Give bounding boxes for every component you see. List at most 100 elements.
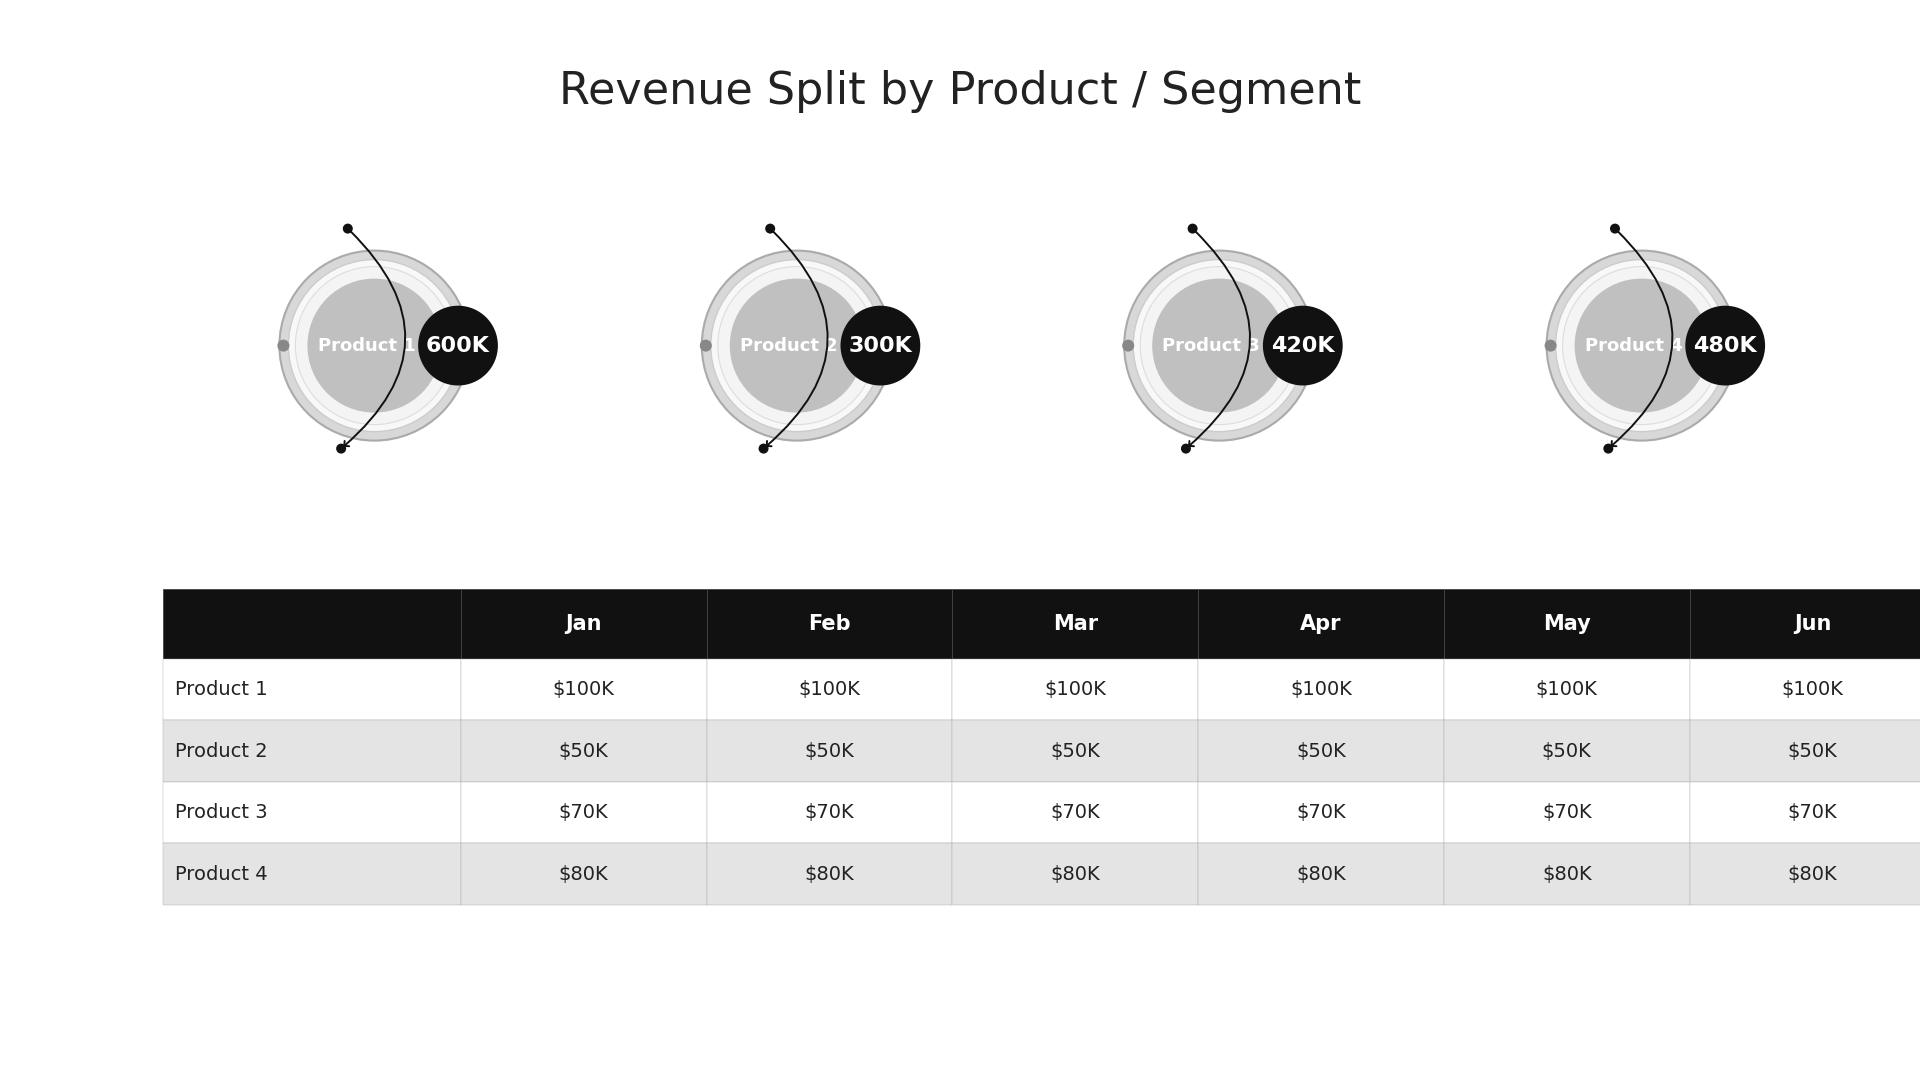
Text: $100K: $100K bbox=[1290, 680, 1352, 699]
Circle shape bbox=[296, 267, 453, 424]
Text: $80K: $80K bbox=[1542, 865, 1592, 883]
Bar bbox=[1444, 782, 1690, 843]
Circle shape bbox=[1263, 306, 1342, 386]
Text: May: May bbox=[1544, 613, 1590, 634]
Text: $100K: $100K bbox=[553, 680, 614, 699]
Bar bbox=[1198, 659, 1444, 720]
Text: Product 4: Product 4 bbox=[1584, 337, 1682, 354]
Bar bbox=[461, 589, 707, 659]
Text: $80K: $80K bbox=[1050, 865, 1100, 883]
Circle shape bbox=[1603, 444, 1613, 454]
Circle shape bbox=[344, 224, 353, 233]
Text: $50K: $50K bbox=[1050, 742, 1100, 760]
Text: $50K: $50K bbox=[804, 742, 854, 760]
Text: $50K: $50K bbox=[559, 742, 609, 760]
Bar bbox=[1198, 782, 1444, 843]
Bar bbox=[707, 843, 952, 905]
Circle shape bbox=[710, 259, 883, 432]
Text: 600K: 600K bbox=[426, 336, 490, 355]
Text: Apr: Apr bbox=[1300, 613, 1342, 634]
Circle shape bbox=[419, 306, 497, 386]
Text: Revenue Split by Product / Segment: Revenue Split by Product / Segment bbox=[559, 70, 1361, 113]
Bar bbox=[163, 843, 461, 905]
Circle shape bbox=[276, 339, 290, 352]
Text: $100K: $100K bbox=[1044, 680, 1106, 699]
Bar bbox=[1198, 720, 1444, 782]
Text: 420K: 420K bbox=[1271, 336, 1334, 355]
Text: Product 3: Product 3 bbox=[1162, 337, 1260, 354]
Text: $70K: $70K bbox=[559, 804, 609, 822]
Bar bbox=[707, 782, 952, 843]
Circle shape bbox=[730, 279, 864, 413]
Text: $50K: $50K bbox=[1788, 742, 1837, 760]
Circle shape bbox=[307, 279, 442, 413]
Text: $50K: $50K bbox=[1296, 742, 1346, 760]
Text: 480K: 480K bbox=[1693, 336, 1757, 355]
Bar bbox=[163, 782, 461, 843]
Circle shape bbox=[1563, 267, 1720, 424]
Bar bbox=[1444, 843, 1690, 905]
Text: $50K: $50K bbox=[1542, 742, 1592, 760]
Bar bbox=[163, 720, 461, 782]
Bar bbox=[952, 843, 1198, 905]
Text: $100K: $100K bbox=[799, 680, 860, 699]
Text: Product 4: Product 4 bbox=[175, 865, 267, 883]
Bar bbox=[1198, 843, 1444, 905]
Text: Product 1: Product 1 bbox=[175, 680, 267, 699]
Text: $80K: $80K bbox=[1296, 865, 1346, 883]
Circle shape bbox=[1133, 259, 1306, 432]
Bar bbox=[461, 659, 707, 720]
Bar bbox=[1690, 720, 1920, 782]
Text: Mar: Mar bbox=[1052, 613, 1098, 634]
Bar bbox=[1444, 589, 1690, 659]
Text: $70K: $70K bbox=[1296, 804, 1346, 822]
Circle shape bbox=[1574, 279, 1709, 413]
Text: $70K: $70K bbox=[1050, 804, 1100, 822]
Circle shape bbox=[841, 306, 920, 386]
Bar bbox=[461, 720, 707, 782]
Text: $80K: $80K bbox=[1788, 865, 1837, 883]
Circle shape bbox=[1686, 306, 1764, 386]
Bar bbox=[1444, 720, 1690, 782]
Bar bbox=[1690, 843, 1920, 905]
Circle shape bbox=[1544, 339, 1557, 352]
Bar bbox=[461, 782, 707, 843]
Text: Product 3: Product 3 bbox=[175, 804, 267, 822]
Circle shape bbox=[1181, 444, 1190, 454]
Text: 300K: 300K bbox=[849, 336, 912, 355]
Text: Feb: Feb bbox=[808, 613, 851, 634]
Circle shape bbox=[758, 444, 768, 454]
Bar bbox=[952, 659, 1198, 720]
Bar bbox=[707, 720, 952, 782]
Circle shape bbox=[699, 339, 712, 352]
Circle shape bbox=[336, 444, 346, 454]
Circle shape bbox=[1140, 267, 1298, 424]
Text: Jan: Jan bbox=[564, 613, 603, 634]
Circle shape bbox=[703, 251, 891, 441]
Bar bbox=[1690, 659, 1920, 720]
Circle shape bbox=[1152, 279, 1286, 413]
Bar bbox=[1690, 782, 1920, 843]
Text: $100K: $100K bbox=[1536, 680, 1597, 699]
Text: $80K: $80K bbox=[804, 865, 854, 883]
Text: Jun: Jun bbox=[1793, 613, 1832, 634]
Circle shape bbox=[1121, 339, 1135, 352]
Bar bbox=[952, 589, 1198, 659]
Text: Product 2: Product 2 bbox=[739, 337, 837, 354]
Text: $70K: $70K bbox=[804, 804, 854, 822]
Bar bbox=[952, 782, 1198, 843]
Circle shape bbox=[1548, 251, 1736, 441]
Bar bbox=[1690, 589, 1920, 659]
Text: $80K: $80K bbox=[559, 865, 609, 883]
Text: $70K: $70K bbox=[1542, 804, 1592, 822]
Bar bbox=[707, 589, 952, 659]
Bar bbox=[952, 720, 1198, 782]
Circle shape bbox=[1611, 224, 1620, 233]
Circle shape bbox=[1555, 259, 1728, 432]
Circle shape bbox=[1125, 251, 1313, 441]
Bar bbox=[1444, 659, 1690, 720]
Text: $100K: $100K bbox=[1782, 680, 1843, 699]
Circle shape bbox=[766, 224, 776, 233]
Circle shape bbox=[280, 251, 468, 441]
Bar bbox=[163, 589, 461, 659]
